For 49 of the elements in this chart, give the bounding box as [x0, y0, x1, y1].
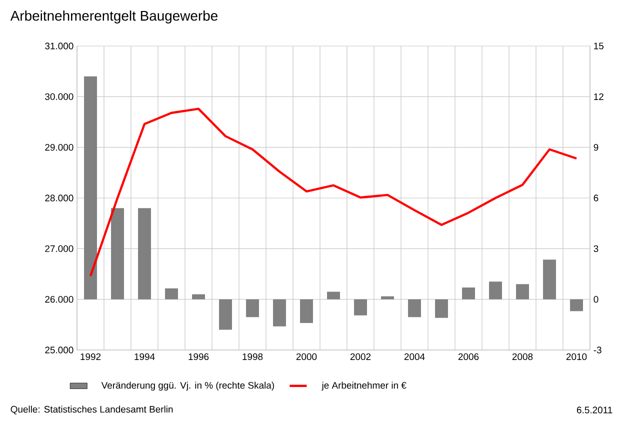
line-series: [89, 108, 578, 278]
x-tick-label: 2000: [296, 353, 317, 360]
bar: [543, 260, 556, 300]
y-tick-label: 26.000: [45, 296, 74, 303]
bar: [165, 288, 178, 300]
bar: [327, 292, 340, 300]
legend-label: je Arbeitnehmer in €: [322, 382, 406, 391]
bar: [219, 299, 232, 330]
source-note: Quelle: Statistisches Landesamt Berlin: [10, 406, 173, 414]
bar: [570, 299, 583, 312]
bar: [192, 294, 205, 300]
bar: [354, 299, 367, 316]
y2-tick-label: 15: [594, 42, 604, 50]
x-tick-label: 1994: [134, 353, 155, 360]
y2-tick-label: 9: [594, 144, 598, 151]
y2-tick-label: 6: [594, 194, 598, 202]
chart-title: Arbeitnehmerentgelt Baugewerbe: [10, 10, 218, 24]
text: 6.5.2011: [576, 406, 612, 414]
bar: [300, 299, 313, 323]
x-tick-label: 1996: [188, 353, 209, 360]
y-tick-label: 25.000: [45, 346, 74, 354]
bar: [408, 299, 421, 318]
bar: [516, 284, 529, 300]
y-tick-label: 31.000: [45, 42, 74, 50]
y2-tick-label: -3: [594, 346, 602, 354]
y-tick-label: 30.000: [45, 93, 74, 100]
y2-tick-label: 0: [594, 296, 598, 303]
x-tick-label: 2004: [404, 353, 425, 360]
y-tick-label: 28.000: [45, 194, 74, 202]
bar: [246, 299, 259, 318]
bar: [435, 299, 448, 318]
x-tick-label: 1998: [242, 353, 263, 360]
x-tick-label: 1992: [80, 353, 101, 360]
y-tick-label: 29.000: [45, 144, 74, 151]
y-tick-label: 27.000: [45, 245, 74, 252]
bar: [111, 208, 124, 300]
bar: [489, 282, 502, 300]
y2-tick-label: 12: [594, 93, 604, 100]
x-tick-label: 2006: [458, 353, 479, 360]
y2-tick-label: 3: [594, 245, 598, 252]
bar: [138, 208, 151, 300]
bar: [381, 296, 394, 300]
legend-label: Veränderung ggü. Vj. in % (rechte Skala): [101, 382, 274, 391]
bar: [84, 76, 97, 300]
bar: [462, 288, 475, 300]
bar: [273, 299, 286, 326]
x-tick-label: 2002: [350, 353, 371, 360]
x-tick-label: 2008: [512, 353, 533, 360]
x-tick-label: 2010: [566, 353, 587, 360]
